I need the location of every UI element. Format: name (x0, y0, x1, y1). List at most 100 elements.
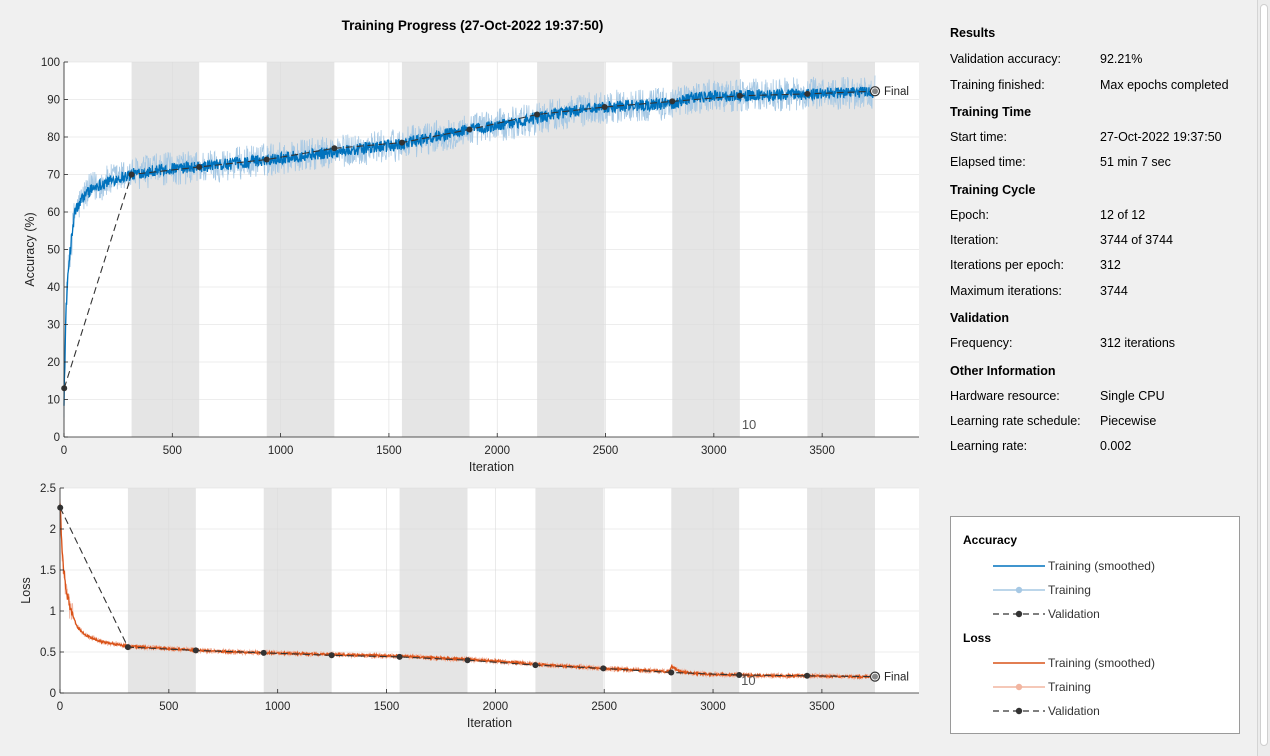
legend-acc-training-swatch (993, 586, 1045, 594)
legend-accuracy-heading: Accuracy (963, 533, 1018, 547)
acc-validation-point (669, 98, 676, 105)
acc-validation-point (534, 111, 541, 118)
acc-epoch-marker: 10 (742, 417, 756, 432)
acc-y-tick-label: 10 (47, 395, 60, 407)
acc-x-tick-label: 1500 (376, 445, 402, 457)
acc-x-tick-label: 1000 (268, 445, 294, 457)
acc-x-tick-label: 500 (163, 445, 182, 457)
learning-rate-value: 0.002 (1100, 439, 1132, 453)
training-finished-value: Max epochs completed (1100, 78, 1229, 92)
acc-x-axis-label: Iteration (469, 460, 514, 474)
acc-y-tick-label: 80 (47, 132, 60, 144)
loss-epoch-marker: 10 (741, 673, 755, 688)
legend-acc-validation-swatch (993, 610, 1045, 618)
loss-x-axis-label: Iteration (467, 716, 512, 730)
loss-x-tick-label: 1000 (265, 701, 291, 713)
hardware-resource-label: Hardware resource: (950, 389, 1060, 403)
acc-y-tick-label: 70 (47, 170, 60, 182)
loss-validation-point (464, 657, 471, 664)
loss-epoch-band (399, 488, 468, 693)
acc-y-tick-label: 30 (47, 320, 60, 332)
loss-final-label: Final (884, 672, 909, 684)
epoch-label: Epoch: (950, 208, 989, 222)
other-information-heading: Other Information (950, 364, 1056, 378)
validation-accuracy-label: Validation accuracy: (950, 52, 1061, 66)
acc-y-tick-label: 40 (47, 282, 60, 294)
hardware-resource-value: Single CPU (1100, 389, 1165, 403)
loss-x-tick-label: 500 (159, 701, 178, 713)
acc-y-tick-label: 60 (47, 207, 60, 219)
loss-validation-point (600, 665, 607, 672)
start-time-label: Start time: (950, 130, 1007, 144)
loss-validation-point (260, 649, 267, 656)
training-cycle-heading: Training Cycle (950, 183, 1036, 197)
acc-y-tick-label: 100 (41, 57, 60, 69)
frequency-label: Frequency: (950, 336, 1013, 350)
loss-x-tick-label: 2500 (591, 701, 617, 713)
acc-y-tick-label: 0 (54, 432, 60, 444)
scrollbar-thumb[interactable] (1260, 4, 1268, 746)
validation-heading: Validation (950, 311, 1010, 325)
iteration-label: Iteration: (950, 233, 999, 247)
acc-validation-point (331, 145, 338, 152)
loss-y-tick-label: 1.5 (40, 565, 56, 577)
acc-validation-point (466, 126, 473, 133)
maximum-iterations-label: Maximum iterations: (950, 284, 1062, 298)
legend-loss-training-label: Training (1048, 680, 1091, 694)
acc-validation-point (804, 90, 811, 97)
acc-validation-point (196, 164, 203, 170)
frequency-value: 312 iterations (1100, 336, 1176, 350)
acc-x-tick-label: 3500 (809, 445, 835, 457)
legend-acc-training-label: Training (1048, 583, 1091, 597)
loss-validation-point (192, 647, 199, 654)
loss-plot-area (60, 488, 919, 693)
loss-y-tick-label: 2.5 (40, 483, 56, 495)
training-time-heading: Training Time (950, 105, 1032, 119)
elapsed-time-label: Elapsed time: (950, 155, 1026, 169)
loss-validation-final-dot (872, 673, 878, 680)
learning-rate-schedule-label: Learning rate schedule: (950, 414, 1081, 428)
loss-validation-point (124, 644, 131, 651)
legend: Accuracy Training (smoothed) Training Va… (950, 516, 1240, 734)
legend-acc-smoothed-swatch (993, 565, 1045, 567)
loss-epoch-band (535, 488, 604, 693)
acc-validation-point (128, 171, 135, 178)
loss-x-tick-label: 3500 (809, 701, 835, 713)
iterations-per-epoch-value: 312 (1100, 258, 1121, 272)
acc-y-tick-label: 20 (47, 357, 60, 369)
acc-y-tick-label: 90 (47, 95, 60, 107)
loss-validation-point (532, 662, 539, 669)
loss-x-tick-label: 3000 (700, 701, 726, 713)
iterations-per-epoch-label: Iterations per epoch: (950, 258, 1064, 272)
loss-validation-point (736, 671, 743, 678)
acc-x-tick-label: 3000 (701, 445, 727, 457)
legend-acc-validation-label: Validation (1048, 607, 1100, 621)
loss-epoch-band (263, 488, 332, 693)
legend-acc-smoothed-label: Training (smoothed) (1048, 559, 1155, 573)
loss-validation-point (328, 652, 335, 659)
loss-validation-point (396, 653, 403, 660)
legend-loss-smoothed-swatch (993, 662, 1045, 664)
epoch-value: 12 of 12 (1100, 208, 1146, 222)
loss-epoch-band (127, 488, 196, 693)
acc-validation-final-dot (872, 88, 878, 95)
loss-y-tick-label: 2 (50, 524, 56, 536)
loss-plot: Final 10 0 500 1000 1500 2000 2500 3000 3500 0 0.5 1… (19, 483, 919, 730)
training-finished-label: Training finished: (950, 78, 1045, 92)
elapsed-time-value: 51 min 7 sec (1100, 155, 1171, 169)
iteration-value: 3744 of 3744 (1100, 233, 1173, 247)
loss-y-tick-label: 0 (50, 688, 56, 700)
loss-validation-point (804, 672, 811, 679)
loss-x-tick-label: 0 (57, 701, 63, 713)
validation-accuracy-value: 92.21% (1100, 52, 1143, 66)
loss-epoch-band (807, 488, 875, 693)
learning-rate-label: Learning rate: (950, 439, 1028, 453)
vertical-scrollbar[interactable] (1257, 0, 1270, 756)
loss-validation-point (668, 669, 675, 676)
acc-y-axis-label: Accuracy (%) (23, 212, 37, 286)
loss-x-tick-label: 2000 (483, 701, 509, 713)
legend-loss-smoothed-label: Training (smoothed) (1048, 656, 1155, 670)
legend-loss-validation-swatch (993, 707, 1045, 715)
